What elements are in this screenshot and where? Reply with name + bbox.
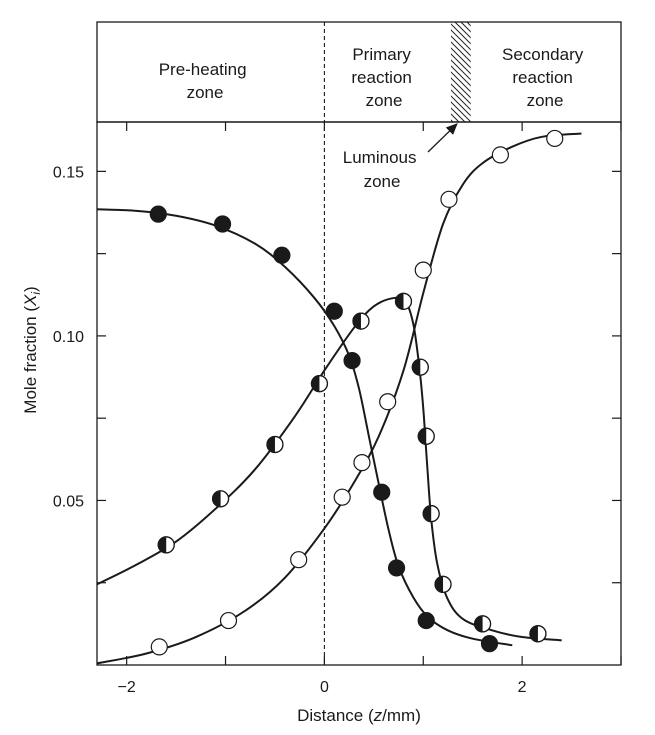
luminous-zone-arrow	[427, 123, 458, 153]
hatch-line	[450, 95, 471, 117]
plot-frame	[96, 121, 622, 666]
data-point-series-3	[353, 454, 371, 472]
luminous-line-1: Luminous	[343, 148, 417, 167]
data-markers	[149, 129, 564, 656]
data-point-series-2	[310, 375, 329, 393]
data-point-series-3	[219, 611, 238, 630]
y-axis-label: Mole fraction (Xi)	[21, 286, 43, 413]
luminous-zone-label: Luminous zone	[343, 148, 421, 191]
primary-zone-label: Primary reaction zone	[351, 45, 416, 110]
primary-line-2: reaction	[351, 68, 411, 87]
fit-curve-3	[97, 132, 582, 665]
hatch-line	[450, 59, 471, 81]
hatch-line	[450, 65, 471, 87]
y-axis-label-symbol: X	[21, 294, 40, 307]
data-point-series-2	[529, 625, 547, 643]
data-point-series-1	[343, 351, 361, 370]
x-axis-label-unit: /mm)	[382, 706, 421, 725]
hatch-line	[450, 101, 471, 122]
data-point-series-2	[411, 358, 429, 376]
data-point-series-2	[352, 312, 370, 330]
data-point-series-2	[394, 292, 413, 310]
secondary-zone-label: Secondary reaction zone	[502, 45, 588, 110]
data-point-series-3	[414, 261, 432, 279]
luminous-zone-band	[450, 22, 471, 122]
data-point-series-1	[325, 302, 343, 320]
y-axis-label-subscript: i	[29, 292, 43, 295]
data-point-series-1	[213, 215, 232, 233]
data-point-series-2	[211, 490, 230, 508]
data-point-series-2	[157, 536, 175, 554]
y-tick-label: 0.15	[53, 164, 84, 181]
tick-labels: −2 0 2 0.05 0.10 0.15	[53, 164, 527, 696]
axis-ticks	[97, 122, 622, 665]
data-point-series-3	[440, 190, 458, 208]
preheating-line-1: Pre-heating	[159, 60, 247, 79]
x-axis-label: Distance (z/mm)	[297, 706, 421, 725]
secondary-line-3: zone	[527, 91, 564, 110]
data-point-series-2	[434, 575, 452, 593]
data-point-series-1	[417, 611, 435, 630]
x-tick-label: −2	[118, 679, 136, 696]
data-point-series-3	[379, 393, 397, 411]
y-tick-label: 0.10	[53, 329, 84, 346]
hatch-line	[450, 23, 471, 45]
data-point-series-3	[546, 129, 564, 148]
primary-line-3: zone	[366, 91, 403, 110]
y-tick-label: 0.05	[53, 493, 84, 510]
preheating-line-2: zone	[187, 83, 224, 102]
luminous-line-2: zone	[364, 172, 401, 191]
x-tick-label: 0	[320, 679, 329, 696]
hatch-line	[450, 89, 471, 111]
data-point-series-3	[290, 551, 308, 569]
y-axis-label-prefix: Mole fraction (	[21, 306, 40, 414]
data-point-series-1	[373, 483, 391, 501]
data-point-series-2	[417, 427, 435, 445]
preheating-zone-label: Pre-heating zone	[159, 60, 252, 102]
data-point-series-3	[150, 638, 168, 656]
y-axis-label-close: )	[21, 286, 40, 292]
data-point-series-1	[480, 635, 499, 653]
secondary-line-1: Secondary	[502, 45, 584, 64]
x-axis-label-prefix: Distance (	[297, 706, 374, 725]
x-axis-label-symbol: z	[373, 706, 383, 725]
hatch-line	[450, 47, 471, 69]
secondary-line-2: reaction	[512, 68, 572, 87]
fit-curve-2	[97, 296, 562, 642]
data-point-series-2	[266, 435, 284, 454]
hatch-line	[450, 53, 471, 75]
data-point-series-1	[273, 246, 291, 264]
data-point-series-1	[387, 559, 406, 577]
x-tick-label: 2	[518, 679, 527, 696]
data-point-series-1	[149, 205, 167, 223]
data-point-series-3	[491, 146, 509, 164]
data-point-series-3	[333, 488, 351, 506]
hatch-line	[450, 29, 471, 51]
hatch-line	[450, 35, 471, 57]
data-point-series-2	[422, 505, 440, 523]
fitted-curves	[97, 132, 582, 665]
data-point-series-2	[473, 615, 492, 633]
primary-line-1: Primary	[352, 45, 411, 64]
